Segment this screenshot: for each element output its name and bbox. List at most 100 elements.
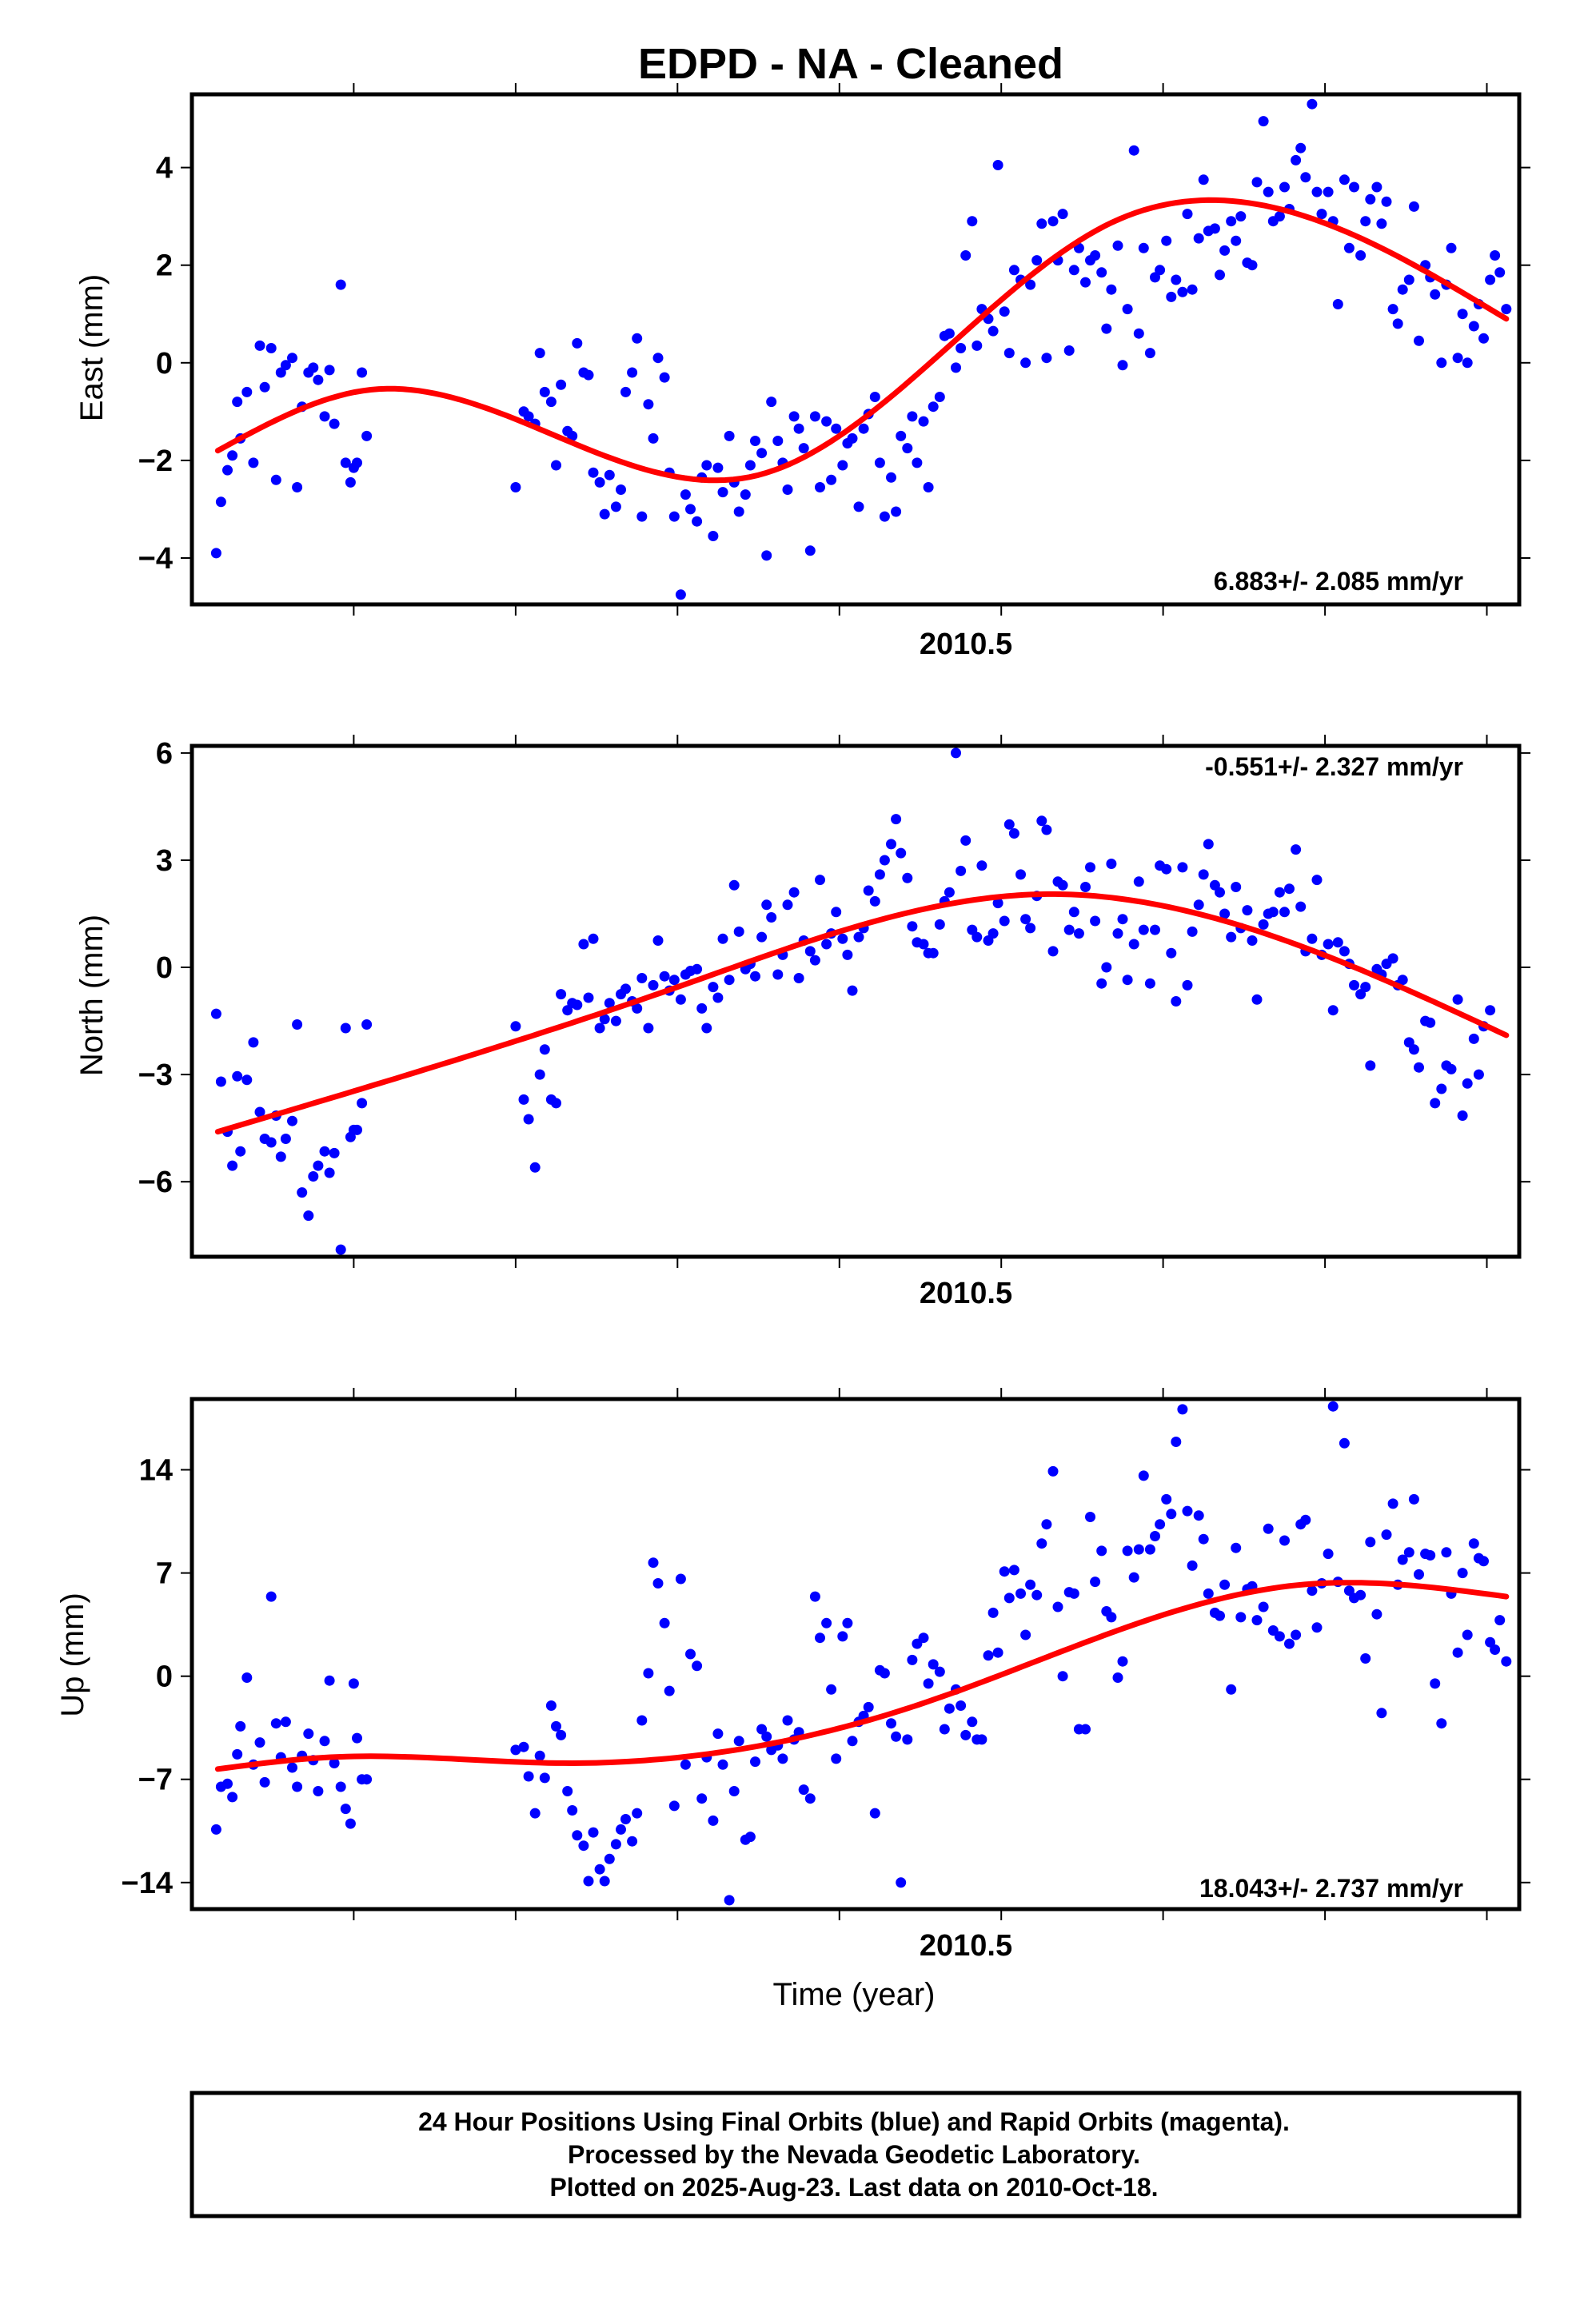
up-data-point xyxy=(863,1701,874,1712)
north-data-point xyxy=(572,999,583,1011)
east-data-point xyxy=(604,469,615,480)
east-data-point xyxy=(1490,250,1501,261)
up-data-point xyxy=(1117,1656,1128,1667)
east-data-point xyxy=(659,372,670,383)
east-data-point xyxy=(756,448,768,459)
up-data-point xyxy=(1343,1585,1355,1597)
up-data-point xyxy=(680,1759,691,1770)
up-data-point xyxy=(756,1724,768,1735)
up-data-point xyxy=(1371,1608,1382,1620)
up-data-point xyxy=(1106,1612,1117,1623)
east-data-point xyxy=(1219,245,1231,256)
up-data-point xyxy=(1187,1560,1198,1571)
north-data-point xyxy=(804,946,816,957)
east-data-point xyxy=(1025,279,1036,290)
north-data-point xyxy=(724,975,735,986)
north-data-point xyxy=(766,912,777,923)
east-data-point xyxy=(712,462,724,473)
east-data-point xyxy=(1150,272,1160,283)
east-data-point xyxy=(632,333,643,344)
east-data-point xyxy=(1332,299,1343,309)
north-data-point xyxy=(1215,887,1225,898)
east-data-point xyxy=(313,374,324,385)
east-data-point xyxy=(1251,177,1263,188)
up-data-point xyxy=(270,1718,281,1729)
east-data-point xyxy=(1101,323,1112,334)
east-data-point xyxy=(1291,154,1302,165)
up-data-point xyxy=(1090,1577,1101,1588)
north-data-point xyxy=(761,899,772,911)
up-data-point xyxy=(303,1728,314,1740)
north-data-point xyxy=(1117,914,1128,925)
east-data-point xyxy=(869,392,880,402)
up-data-point xyxy=(313,1786,324,1796)
north-data-point xyxy=(636,973,648,983)
east-data-point xyxy=(744,460,756,471)
east-data-point xyxy=(1387,304,1398,315)
up-y-tick-label: 0 xyxy=(156,1660,173,1694)
up-data-point xyxy=(902,1734,913,1745)
north-data-point xyxy=(1166,947,1177,959)
up-data-point xyxy=(1403,1547,1414,1558)
north-data-point xyxy=(534,1069,545,1080)
east-data-point xyxy=(1392,318,1403,329)
up-data-point xyxy=(1494,1615,1506,1626)
east-data-point xyxy=(1020,357,1031,369)
north-data-point xyxy=(944,887,955,898)
north-data-point xyxy=(599,1014,610,1025)
east-data-point xyxy=(275,367,286,378)
up-data-point xyxy=(1307,1585,1318,1597)
east-data-point xyxy=(782,484,793,495)
east-data-point xyxy=(1355,250,1367,261)
east-data-point xyxy=(254,340,265,351)
east-data-point xyxy=(1408,201,1419,212)
east-data-point xyxy=(1462,357,1473,369)
north-data-point xyxy=(1267,907,1279,918)
east-data-point xyxy=(335,279,346,290)
east-data-point xyxy=(572,337,583,349)
north-data-point xyxy=(701,1022,712,1034)
up-data-point xyxy=(999,1566,1010,1577)
north-data-point xyxy=(886,839,896,850)
east-data-point xyxy=(292,482,303,492)
up-data-point xyxy=(1096,1545,1107,1557)
north-data-point xyxy=(821,939,832,950)
up-data-point xyxy=(572,1830,583,1841)
east-data-point xyxy=(1057,209,1068,220)
north-data-point xyxy=(1090,915,1101,927)
east-data-point xyxy=(1177,286,1188,297)
east-data-point xyxy=(1068,265,1079,276)
caption-line-1: 24 Hour Positions Using Final Orbits (bl… xyxy=(418,2107,1290,2136)
up-data-point xyxy=(1430,1678,1441,1689)
east-data-point xyxy=(1494,267,1506,278)
east-data-point xyxy=(761,550,772,561)
east-data-point xyxy=(886,472,896,483)
up-data-point xyxy=(928,1659,939,1670)
up-data-point xyxy=(1138,1470,1149,1481)
east-data-point xyxy=(675,589,686,600)
east-data-point xyxy=(265,343,277,353)
up-data-point xyxy=(847,1736,858,1747)
north-data-point xyxy=(1187,926,1198,937)
up-data-point xyxy=(815,1632,825,1644)
up-rate-label: 18.043+/- 2.737 mm/yr xyxy=(1199,1874,1463,1903)
north-data-point xyxy=(1291,844,1302,855)
east-data-point xyxy=(1106,284,1117,295)
east-plot-area: 4 2 0 −2 −4 xyxy=(138,83,1530,616)
east-data-point xyxy=(951,362,961,373)
up-data-point xyxy=(348,1678,359,1689)
up-data-point xyxy=(648,1557,659,1569)
east-y-axis-label: East (mm) xyxy=(74,274,110,421)
north-data-point xyxy=(896,847,907,859)
east-data-point xyxy=(853,501,864,512)
up-data-point xyxy=(1128,1572,1139,1583)
east-data-point xyxy=(1047,216,1059,227)
north-data-point xyxy=(1360,982,1371,993)
north-data-point xyxy=(874,869,885,880)
up-data-point xyxy=(891,1731,902,1742)
north-data-point xyxy=(297,1187,308,1198)
north-data-point xyxy=(551,1098,561,1109)
north-data-point xyxy=(523,1114,534,1125)
east-data-point xyxy=(270,474,281,485)
north-data-point xyxy=(1063,924,1075,935)
